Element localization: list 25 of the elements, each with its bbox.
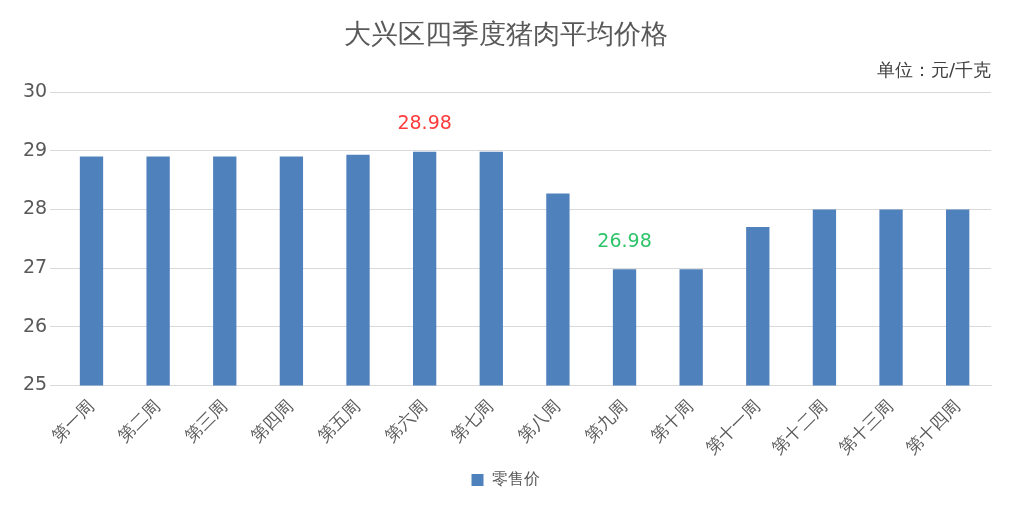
x-tick-label: 第八周 xyxy=(513,395,564,446)
x-tick-label: 第四周 xyxy=(247,395,298,446)
x-tick-label: 第三周 xyxy=(180,395,231,446)
y-tick-label: 26 xyxy=(22,313,48,336)
x-tick-label: 第十二周 xyxy=(768,395,831,458)
x-tick-label: 第五周 xyxy=(313,395,364,446)
annotation: 26.98 xyxy=(597,228,652,251)
y-tick-label: 25 xyxy=(22,372,48,395)
y-tick-label: 30 xyxy=(22,78,48,101)
chart-title: 大兴区四季度猪肉平均价格 xyxy=(343,18,668,50)
x-tick-label: 第二周 xyxy=(113,395,165,446)
x-tick-label: 第七周 xyxy=(447,395,498,446)
y-tick-label: 28 xyxy=(22,196,48,219)
legend-label: 零售价 xyxy=(491,469,540,489)
x-tick-label: 第一周 xyxy=(47,395,98,446)
x-tick-label: 第六周 xyxy=(380,395,431,446)
y-tick-label: 29 xyxy=(22,137,48,160)
x-tick-label: 第十三周 xyxy=(834,395,898,458)
chart-subtitle: 单位：元/千克 xyxy=(876,58,991,80)
annotation: 28.98 xyxy=(397,111,452,134)
x-tick-label: 第十周 xyxy=(646,395,698,446)
x-tick-label: 第九周 xyxy=(580,395,631,446)
x-tick-label: 第十四周 xyxy=(901,395,964,458)
x-tick-label: 第十一周 xyxy=(701,395,764,458)
y-tick-label: 27 xyxy=(22,255,48,278)
